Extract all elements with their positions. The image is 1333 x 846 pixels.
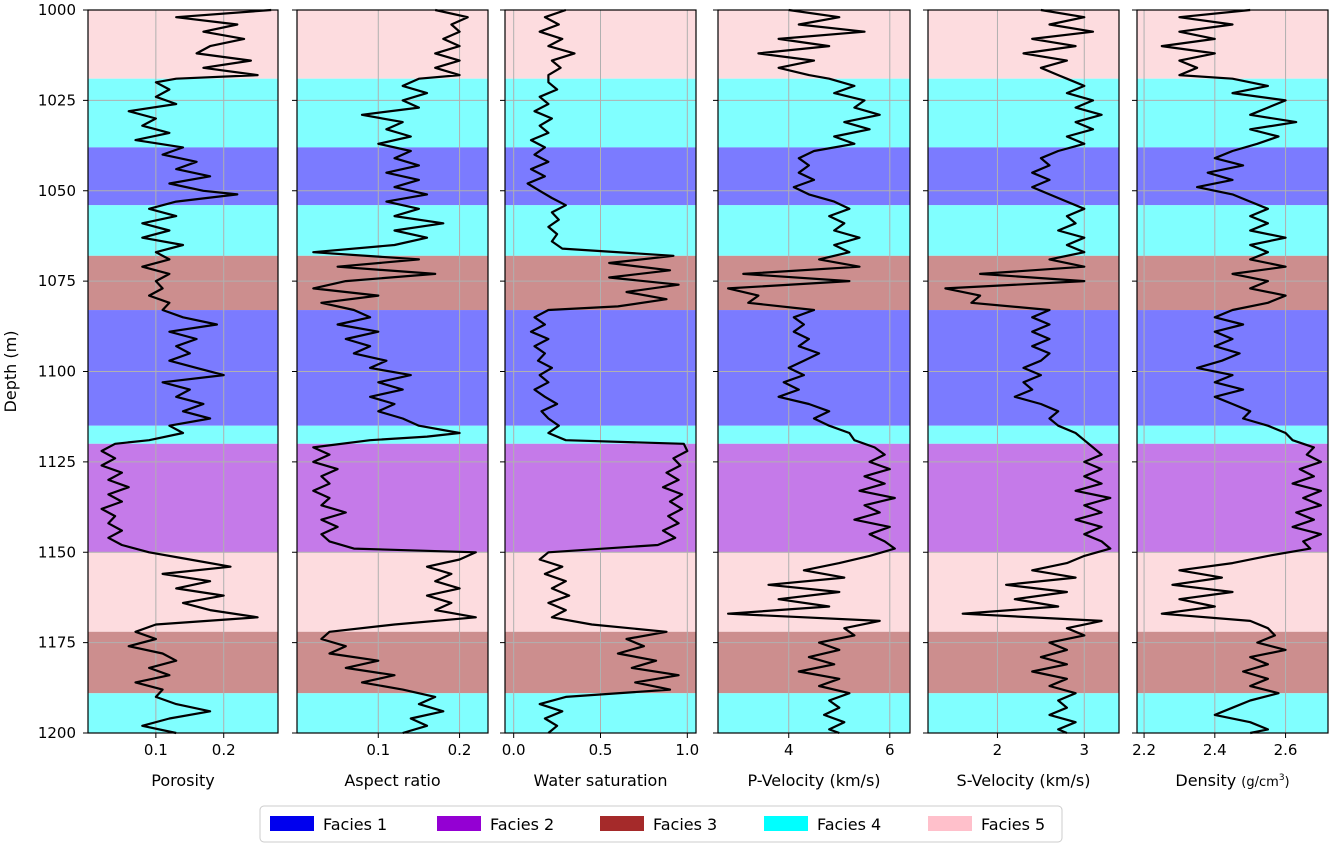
facies-zone-band — [928, 631, 1119, 694]
y-tick-label: 1150 — [38, 543, 76, 561]
log-panel: 0.1 0.2 Aspect ratio — [292, 8, 489, 790]
facies-zone-band — [718, 631, 910, 694]
x-tick-label: 6 — [885, 741, 895, 759]
facies-zone-band — [928, 425, 1119, 444]
log-panel: 0.1 0.2 Porosity — [83, 8, 279, 790]
facies-zone-band — [1137, 78, 1328, 148]
x-tick-label: 0.2 — [448, 741, 472, 759]
facies-zone-band — [297, 693, 488, 733]
y-axis-label: Depth (m) — [1, 331, 20, 413]
facies-zone-band — [88, 10, 278, 79]
facies-zone-band — [88, 205, 278, 256]
x-tick-label: 2.2 — [1132, 741, 1156, 759]
depth-axis: 1000 1025 1050 1075 1100 1125 1150 1175 1200 Dept… — [1, 1, 76, 742]
facies-zone-band — [718, 78, 910, 148]
y-tick-label: 1175 — [38, 634, 76, 652]
y-tick-label: 1125 — [38, 453, 76, 471]
x-tick-label: 0.1 — [144, 741, 168, 759]
x-axis-label: P-Velocity (km/s) — [747, 771, 880, 790]
facies-zone-band — [718, 693, 910, 733]
facies-zone-band — [88, 255, 278, 311]
facies-zone-band — [88, 693, 278, 733]
legend-label: Facies 1 — [323, 815, 387, 834]
log-panel: 4 6 P-Velocity (km/s) — [713, 8, 911, 790]
facies-zone-band — [928, 255, 1119, 311]
legend-label: Facies 4 — [817, 815, 881, 834]
y-tick-label: 1050 — [38, 182, 76, 200]
facies-zone-band — [928, 10, 1119, 79]
log-curve — [726, 8, 896, 735]
log-panel: 2.2 2.4 2.6 Density (g/cm3) — [1132, 8, 1329, 790]
facies-zone-band — [1137, 443, 1328, 553]
x-tick-label: 0.1 — [366, 741, 390, 759]
facies-legend: Facies 1 Facies 2 Facies 3 Facies 4 Facies 5 — [259, 805, 1063, 843]
facies-zone-band — [928, 552, 1119, 632]
log-curve — [100, 8, 272, 735]
facies-zone-band — [1137, 205, 1328, 256]
x-axis-label: Porosity — [151, 771, 214, 790]
facies-zone-band — [88, 631, 278, 694]
x-tick-label: 0.2 — [212, 741, 236, 759]
facies-zone-band — [928, 78, 1119, 148]
facies-zone-band — [297, 205, 488, 256]
facies-zone-band — [718, 310, 910, 426]
x-tick-label: 4 — [784, 741, 794, 759]
legend-swatch — [437, 816, 481, 831]
facies-zone-band — [88, 552, 278, 632]
facies-zone-band — [928, 205, 1119, 256]
log-panels: 0.1 0.2 Porosity 0.1 0.2 Aspect ratio 0.0 0.5 1.… — [83, 8, 1329, 790]
facies-zone-band — [1137, 310, 1328, 426]
y-tick-label: 1025 — [38, 91, 76, 109]
log-panel: 0.0 0.5 1.0 Water saturation — [500, 8, 699, 790]
facies-zone-band — [928, 147, 1119, 206]
facies-zone-band — [718, 205, 910, 256]
facies-zone-band — [88, 310, 278, 426]
log-curve — [1160, 8, 1323, 735]
legend-label: Facies 5 — [981, 815, 1045, 834]
log-panel: 2 3 S-Velocity (km/s) — [923, 8, 1120, 790]
log-curve — [944, 8, 1112, 735]
legend-swatch — [600, 816, 644, 831]
x-tick-label: 2.4 — [1203, 741, 1227, 759]
facies-zone-band — [297, 78, 488, 148]
x-axis-label: Density (g/cm3) — [1175, 771, 1289, 790]
facies-zone-band — [928, 693, 1119, 733]
legend-swatch — [764, 816, 808, 831]
y-tick-label: 1075 — [38, 272, 76, 290]
facies-zone-band — [88, 78, 278, 148]
facies-zone-band — [1137, 425, 1328, 444]
facies-zone-band — [88, 147, 278, 206]
legend-label: Facies 2 — [490, 815, 554, 834]
y-tick-label: 1200 — [38, 724, 76, 742]
facies-zone-band — [1137, 147, 1328, 206]
facies-zone-band — [718, 443, 910, 553]
legend-label: Facies 3 — [653, 815, 717, 834]
y-tick-label: 1000 — [38, 1, 76, 19]
facies-zone-band — [297, 310, 488, 426]
facies-zone-band — [718, 552, 910, 632]
x-tick-label: 0.0 — [502, 741, 526, 759]
x-tick-label: 0.5 — [589, 741, 613, 759]
y-tick-label: 1100 — [38, 363, 76, 381]
x-axis-label: S-Velocity (km/s) — [957, 771, 1091, 790]
legend-swatch — [928, 816, 972, 831]
x-tick-label: 3 — [1079, 741, 1089, 759]
legend-frame — [259, 805, 1063, 843]
x-tick-label: 2 — [993, 741, 1003, 759]
x-tick-label: 1.0 — [675, 741, 699, 759]
facies-zone-band — [1137, 255, 1328, 311]
facies-zone-band — [1137, 10, 1328, 79]
facies-zone-band — [297, 147, 488, 206]
x-tick-label: 2.6 — [1274, 741, 1298, 759]
log-curve — [312, 8, 477, 735]
facies-zone-band — [88, 425, 278, 444]
facies-zone-band — [1137, 631, 1328, 694]
facies-zone-band — [1137, 693, 1328, 733]
legend-swatch — [270, 816, 314, 831]
log-curve — [526, 8, 689, 734]
facies-zone-band — [718, 425, 910, 444]
x-axis-label: Aspect ratio — [344, 771, 440, 790]
x-axis-label: Water saturation — [534, 771, 668, 790]
